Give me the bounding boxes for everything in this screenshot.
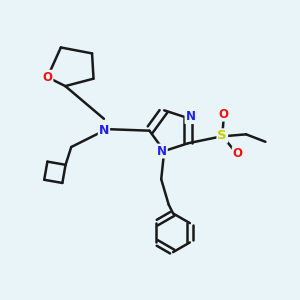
Text: N: N (157, 145, 167, 158)
Text: N: N (185, 110, 196, 123)
Text: N: N (99, 124, 109, 137)
Text: O: O (219, 108, 229, 121)
Text: O: O (43, 71, 52, 84)
Text: S: S (218, 129, 227, 142)
Text: O: O (233, 147, 243, 160)
